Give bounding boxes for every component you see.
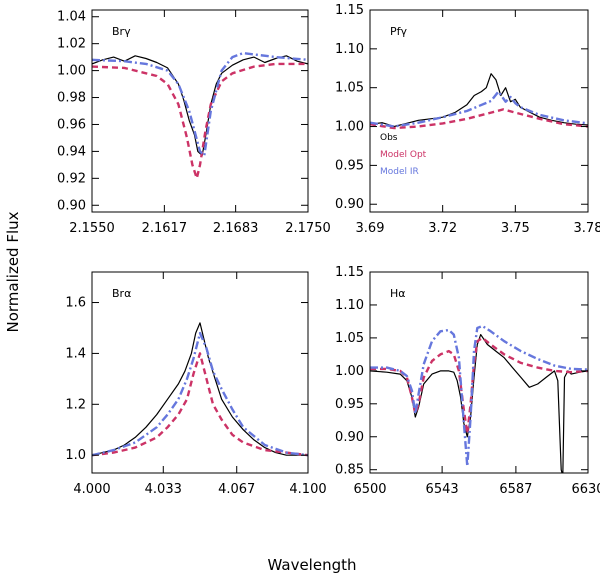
y-tick-label: 1.05 <box>335 331 364 346</box>
y-tick-label: 0.96 <box>57 117 86 132</box>
x-tick-label: 6500 <box>353 482 386 497</box>
y-axis-label: Normalized Flux <box>4 211 22 332</box>
plot-frame <box>369 9 589 213</box>
series-model-opt-line <box>370 336 588 435</box>
x-tick-label: 6587 <box>499 482 532 497</box>
x-tick-label: 3.78 <box>574 221 600 236</box>
y-tick-label: 1.6 <box>65 296 86 311</box>
y-tick-label: 0.90 <box>335 430 364 445</box>
y-tick-label: 1.00 <box>335 120 364 135</box>
y-tick-label: 1.00 <box>57 64 86 79</box>
y-tick-label: 1.2 <box>65 397 86 412</box>
x-tick-label: 3.75 <box>501 221 530 236</box>
y-tick-label: 0.98 <box>57 91 86 106</box>
y-tick-label: 0.94 <box>57 144 86 159</box>
panels: 2.1550 2.1617 2.1683 2.1750 0.90 0.92 0.94 0.96… <box>57 3 600 497</box>
y-tick-label: 1.00 <box>335 364 364 379</box>
x-tick-label: 2.1750 <box>285 221 331 236</box>
x-tick-label: 3.72 <box>428 221 457 236</box>
series-obs-line <box>92 55 308 156</box>
panel-title: Brγ <box>112 25 131 38</box>
y-tick-label: 0.95 <box>335 397 364 412</box>
series-obs-line <box>370 73 588 128</box>
x-tick-label: 4.000 <box>73 482 110 497</box>
y-tick-label: 0.92 <box>57 171 86 186</box>
panel-3: 4.000 4.033 4.067 4.100 1.0 1.2 1.4 1.6 Brα <box>65 271 327 497</box>
y-tick-label: 1.10 <box>335 298 364 313</box>
x-tick-label: 4.100 <box>289 482 326 497</box>
x-tick-label: 2.1617 <box>142 221 188 236</box>
panel-1: 2.1550 2.1617 2.1683 2.1750 0.90 0.92 0.94 0.96… <box>57 9 331 236</box>
legend-item-model-ir: Model IR <box>380 167 419 177</box>
y-tick-label: 0.85 <box>335 463 364 478</box>
series-model-opt-line <box>370 108 588 130</box>
x-tick-label: 6543 <box>426 482 459 497</box>
plot-frame <box>91 9 309 213</box>
panel-title: Brα <box>112 287 131 300</box>
y-tick-label: 0.90 <box>57 198 86 213</box>
x-tick-label: 4.033 <box>145 482 182 497</box>
series-model-opt-line <box>92 352 308 457</box>
legend-item-model-opt: Model Opt <box>380 150 427 160</box>
y-tick-label: 1.4 <box>65 346 86 361</box>
plot-frame <box>369 271 589 474</box>
panel-2: 3.69 3.72 3.75 3.78 0.90 0.95 1.00 1.05 1.10 1.15… <box>335 3 600 236</box>
series-model-opt-line <box>92 62 308 180</box>
y-tick-label: 1.02 <box>57 37 86 52</box>
x-tick-label: 3.69 <box>356 221 385 236</box>
x-axis-label: Wavelength <box>268 556 357 574</box>
y-tick-label: 0.95 <box>335 158 364 173</box>
y-tick-label: 1.10 <box>335 42 364 57</box>
series-obs-line <box>370 334 588 473</box>
x-tick-label: 2.1550 <box>69 221 115 236</box>
x-tick-label: 2.1683 <box>213 221 259 236</box>
y-tick-label: 1.04 <box>57 10 86 25</box>
series-model-ir-line <box>92 331 308 457</box>
y-tick-label: 1.15 <box>335 3 364 18</box>
y-tick-label: 1.15 <box>335 265 364 280</box>
legend-item-obs: Obs <box>380 133 398 143</box>
series-model-ir-line <box>370 90 588 128</box>
y-tick-label: 1.05 <box>335 81 364 96</box>
y-tick-label: 0.90 <box>335 197 364 212</box>
x-tick-label: 4.067 <box>218 482 255 497</box>
panel-title: Hα <box>390 287 406 300</box>
y-tick-label: 1.0 <box>65 448 86 463</box>
series-obs-line <box>92 322 308 456</box>
series-model-ir-line <box>370 324 588 468</box>
series-model-ir-line <box>92 51 308 157</box>
plot-frame <box>91 271 309 474</box>
panel-title: Pfγ <box>390 25 408 38</box>
